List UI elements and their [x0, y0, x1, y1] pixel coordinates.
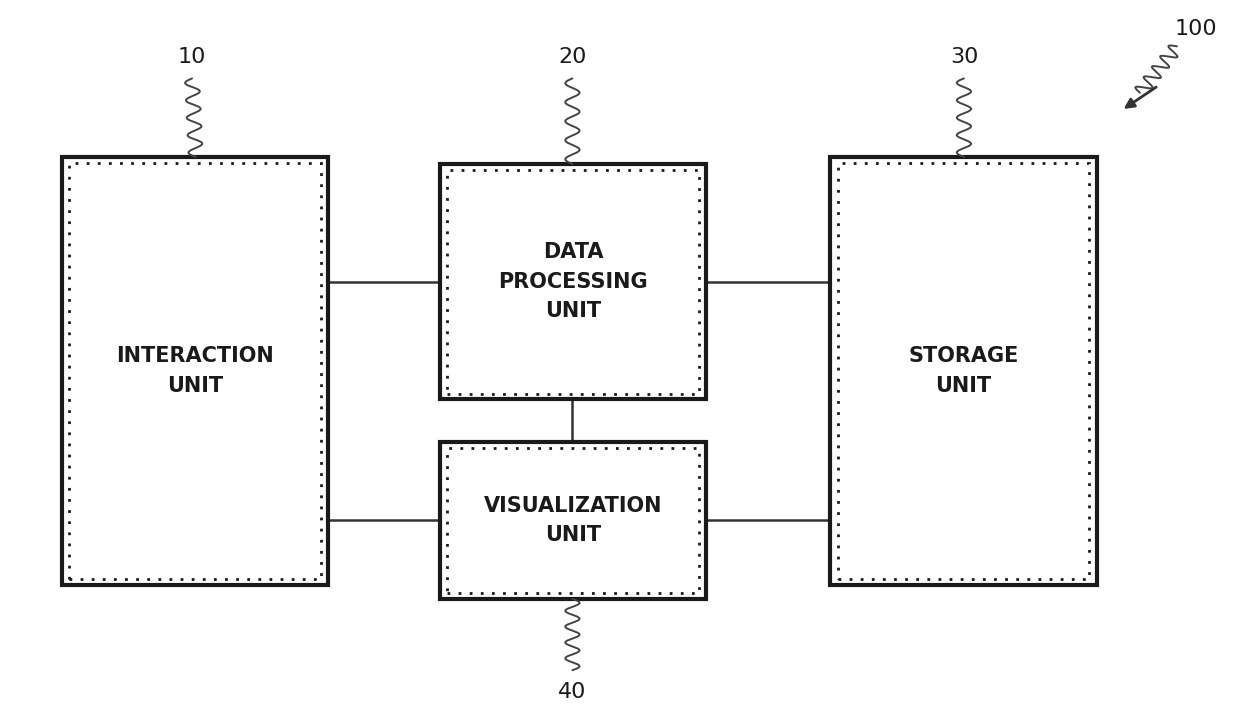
Text: VISUALIZATION
UNIT: VISUALIZATION UNIT — [483, 496, 663, 545]
Bar — [447, 170, 699, 394]
Bar — [838, 163, 1089, 579]
Bar — [62, 157, 328, 585]
Text: DATA
PROCESSING
UNIT: DATA PROCESSING UNIT — [498, 242, 648, 322]
Text: 20: 20 — [559, 47, 586, 67]
Bar — [830, 157, 1097, 585]
Text: 100: 100 — [1175, 19, 1217, 39]
Bar — [447, 448, 699, 593]
Bar — [440, 442, 706, 599]
Text: INTERACTION
UNIT: INTERACTION UNIT — [116, 346, 274, 396]
Bar — [69, 163, 321, 579]
Text: STORAGE
UNIT: STORAGE UNIT — [908, 346, 1018, 396]
Text: 10: 10 — [178, 47, 206, 67]
Bar — [440, 164, 706, 399]
Text: 40: 40 — [559, 682, 586, 702]
Text: 30: 30 — [950, 47, 978, 67]
